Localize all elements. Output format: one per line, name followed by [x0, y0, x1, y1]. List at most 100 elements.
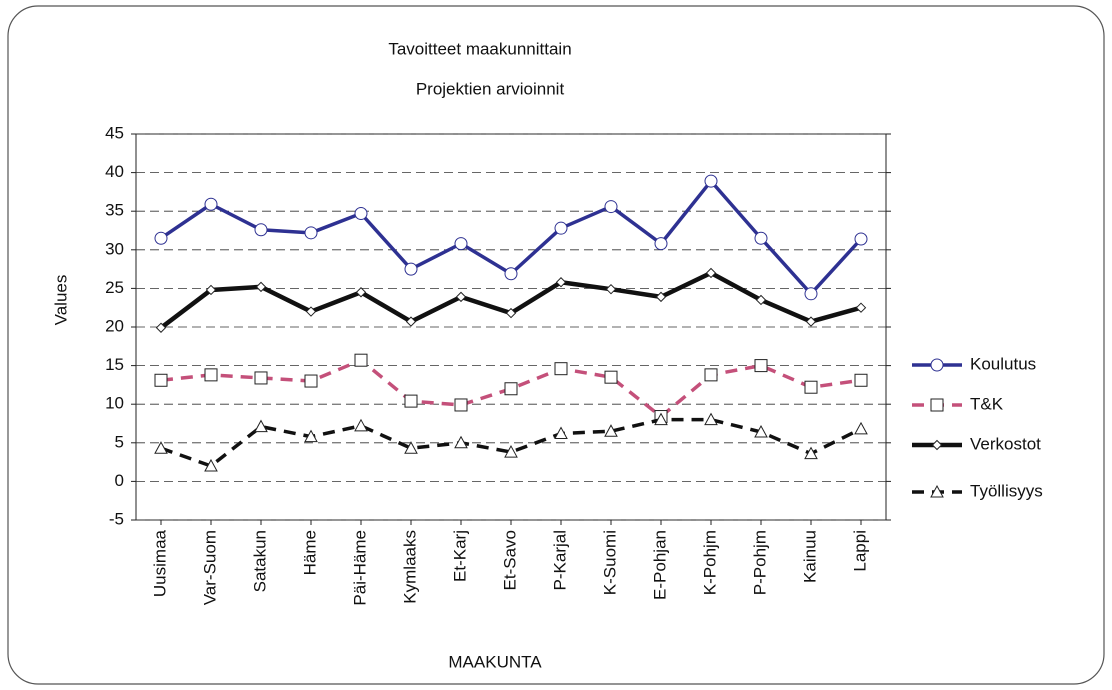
y-tick-label: 15 — [105, 355, 124, 374]
y-tick-label: 25 — [105, 278, 124, 297]
marker — [354, 207, 368, 221]
x-tick-label: Kymlaaks — [400, 530, 419, 604]
marker — [754, 359, 768, 373]
marker — [404, 441, 418, 454]
marker — [354, 353, 368, 367]
y-tick-label: -5 — [109, 509, 124, 528]
marker — [304, 226, 318, 240]
marker — [504, 382, 518, 396]
y-tick-label: 20 — [105, 316, 124, 335]
marker — [454, 435, 468, 449]
marker — [754, 424, 768, 438]
x-tick-label: Päi-Häme — [350, 530, 369, 606]
marker — [554, 426, 568, 440]
x-tick-label: P-Karjal — [550, 530, 569, 590]
marker — [504, 267, 518, 281]
y-tick-label: 40 — [105, 162, 124, 181]
marker — [755, 294, 767, 306]
marker — [930, 484, 944, 498]
marker — [931, 439, 943, 451]
marker — [204, 368, 218, 382]
y-tick-label: 45 — [105, 123, 124, 142]
marker — [854, 232, 868, 246]
marker — [254, 371, 268, 385]
series-line — [159, 270, 862, 330]
marker — [404, 394, 418, 408]
marker — [604, 424, 618, 437]
marker — [805, 316, 817, 327]
x-tick-label: Et-Savo — [500, 530, 519, 590]
x-axis-label: MAAKUNTA — [448, 652, 542, 671]
marker — [704, 412, 718, 426]
marker — [555, 277, 567, 288]
x-tick-label: K-Suomi — [600, 530, 619, 595]
marker — [554, 221, 568, 235]
chart-title: Tavoitteet maakunnittain — [388, 39, 571, 58]
y-tick-label: 5 — [115, 432, 124, 451]
marker — [705, 267, 717, 279]
marker — [304, 429, 318, 443]
marker — [505, 307, 517, 319]
legend-label: Työllisyys — [970, 481, 1043, 500]
marker — [604, 200, 618, 214]
legend-label: Verkostot — [970, 434, 1041, 453]
marker — [304, 374, 318, 388]
marker — [804, 446, 818, 460]
marker — [854, 421, 868, 435]
x-tick-label: Lappi — [850, 530, 869, 572]
marker — [804, 287, 818, 301]
marker — [405, 316, 417, 327]
marker — [254, 419, 268, 433]
y-tick-label: 0 — [115, 471, 124, 490]
x-tick-label: Satakun — [250, 530, 269, 592]
marker — [655, 291, 667, 303]
marker — [404, 262, 418, 276]
x-tick-label: Var-Suom — [200, 530, 219, 605]
marker — [154, 441, 168, 454]
y-tick-label: 35 — [105, 201, 124, 220]
frame — [7, 5, 1105, 685]
marker — [754, 231, 768, 245]
chart-subtitle: Projektien arvioinnit — [416, 79, 565, 98]
y-tick-label: 10 — [105, 394, 124, 413]
marker — [154, 231, 168, 245]
marker — [554, 362, 568, 376]
x-tick-label: K-Pohjm — [700, 530, 719, 595]
marker — [930, 398, 944, 412]
marker — [204, 197, 218, 211]
x-tick-label: Uusimaa — [150, 529, 169, 597]
marker — [854, 373, 868, 387]
marker — [454, 237, 468, 251]
marker — [504, 445, 518, 458]
marker — [455, 291, 467, 303]
marker — [205, 284, 217, 296]
marker — [355, 287, 367, 298]
legend-label: Koulutus — [970, 354, 1036, 373]
marker — [704, 174, 718, 188]
marker — [254, 223, 268, 237]
marker — [305, 306, 317, 317]
marker — [454, 398, 468, 412]
marker — [654, 412, 668, 426]
marker — [855, 302, 867, 313]
x-tick-label: P-Pohjm — [750, 530, 769, 595]
marker — [930, 358, 944, 372]
marker — [204, 458, 218, 472]
marker — [155, 322, 167, 333]
y-tick-label: 30 — [105, 239, 124, 258]
x-tick-label: Et-Karj — [450, 530, 469, 582]
legend-label: T&K — [970, 394, 1004, 413]
marker — [255, 281, 267, 293]
x-tick-label: E-Pohjan — [650, 530, 669, 600]
marker — [354, 418, 368, 432]
marker — [704, 368, 718, 382]
marker — [804, 380, 818, 394]
y-axis-label: Values — [51, 275, 70, 326]
marker — [654, 237, 668, 251]
marker — [154, 373, 168, 387]
x-tick-label: Häme — [300, 530, 319, 575]
x-tick-label: Kainuu — [800, 530, 819, 583]
marker — [605, 283, 617, 295]
marker — [604, 370, 618, 384]
